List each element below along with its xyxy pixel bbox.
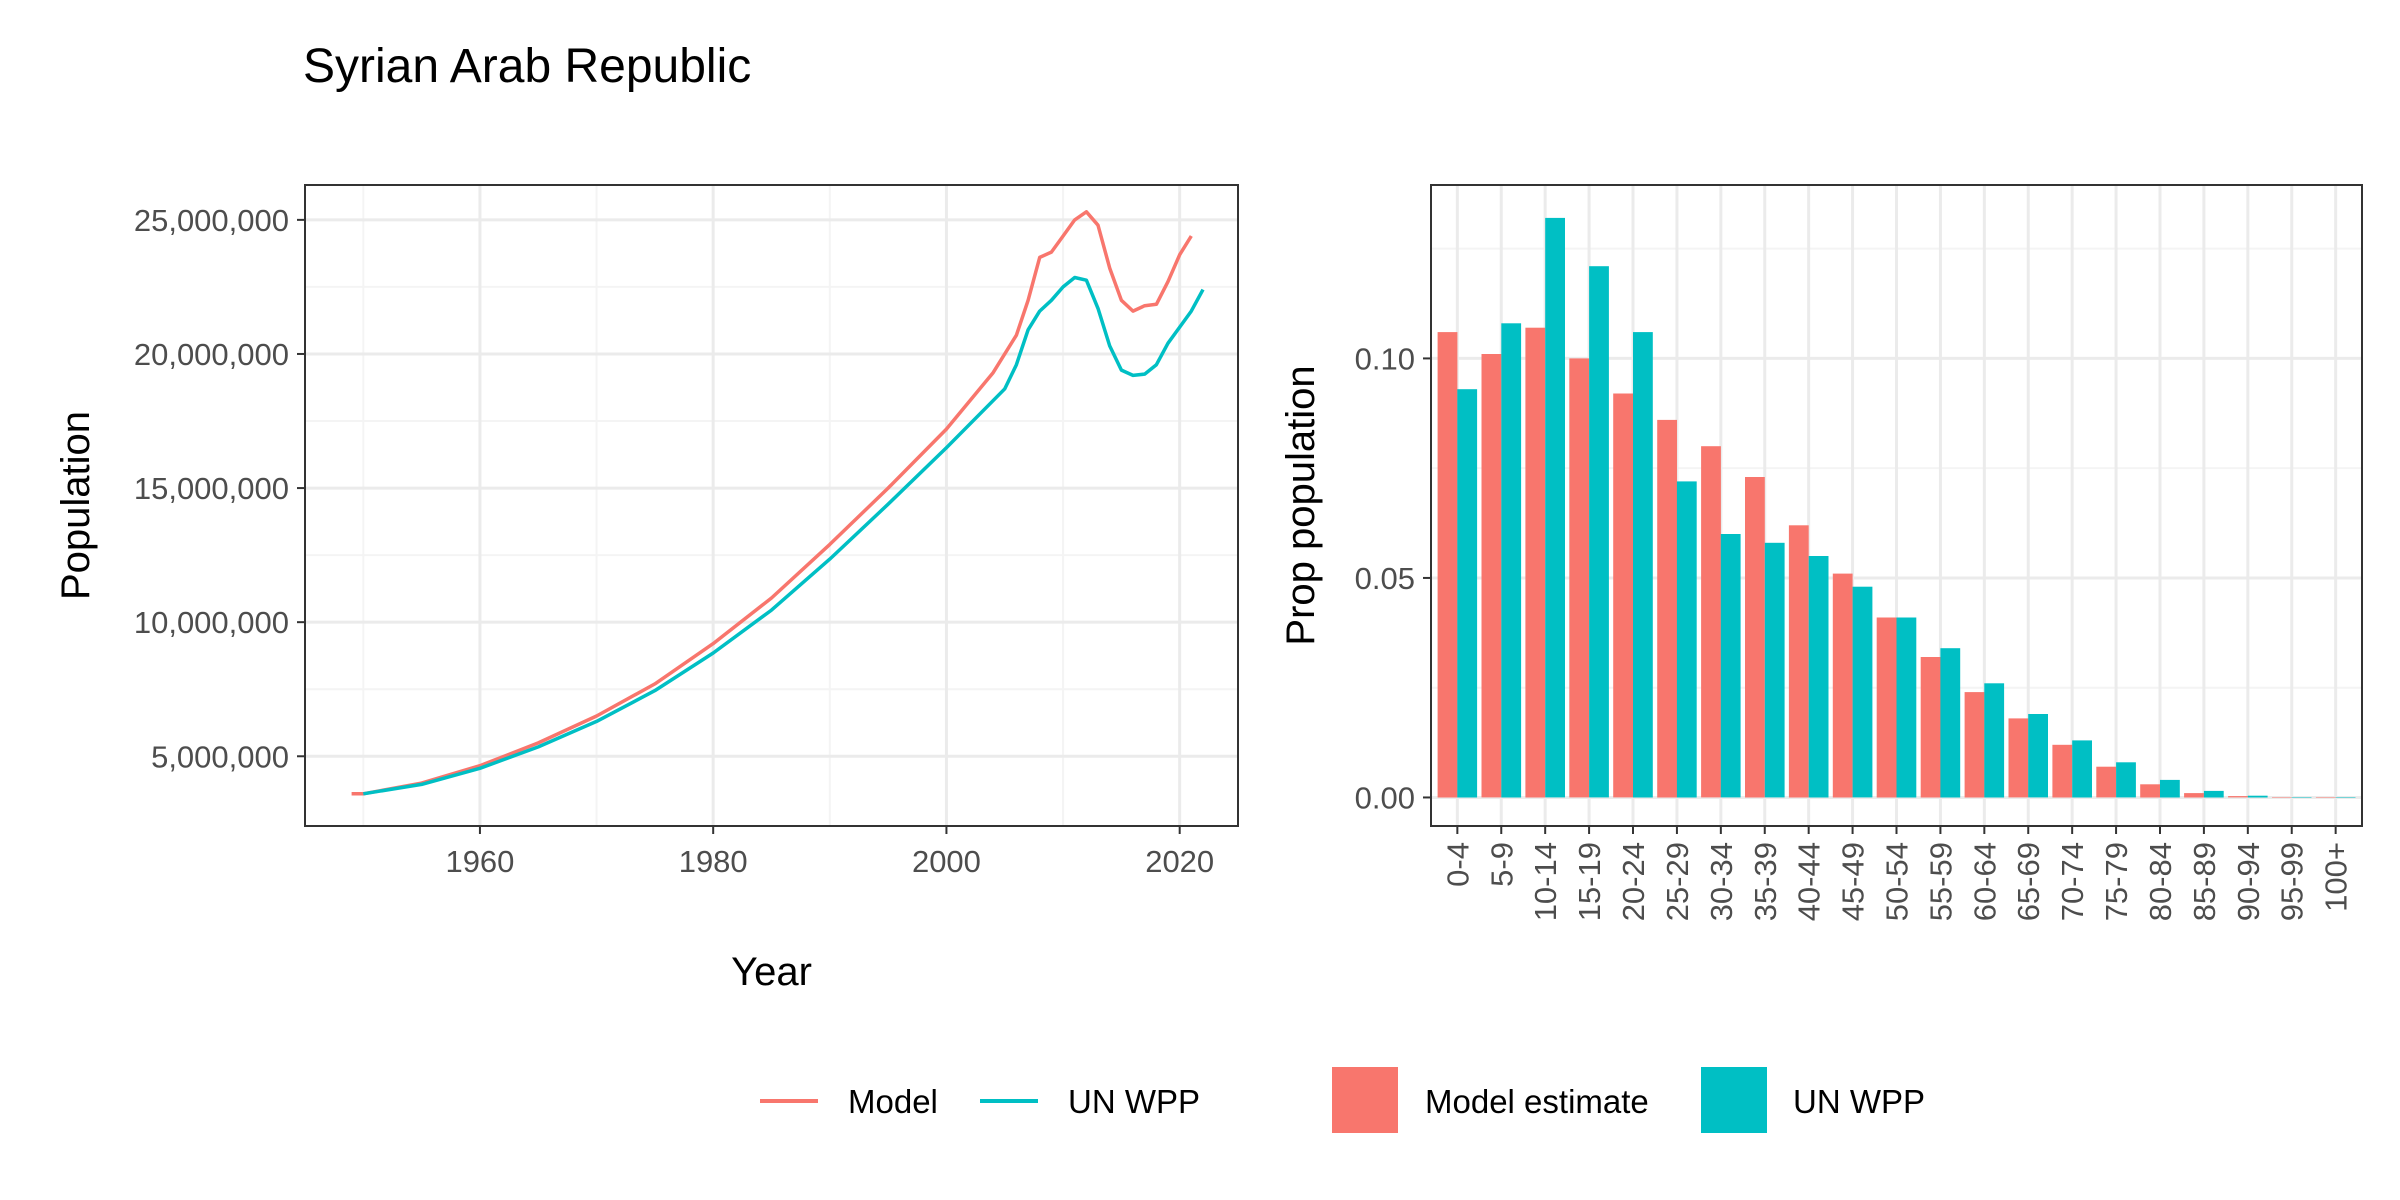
bar-un-wpp-90-94 xyxy=(2247,795,2268,798)
bar-model-estimate-45-49 xyxy=(1832,573,1853,798)
line-y-tick-label: 10,000,000 xyxy=(134,605,289,640)
bar-x-tick-label: 100+ xyxy=(2319,842,2354,912)
bar-model-estimate-85-89 xyxy=(2184,793,2204,798)
line-legend: Model UN WPP xyxy=(760,1083,1200,1120)
bar-model-estimate-65-69 xyxy=(2008,718,2029,798)
bar-panel-axes: 0.00 0.05 0.10 0-4 5-9 10-14 15-19 20-24 25-29 30… xyxy=(1355,341,2354,921)
bar-x-tick-label: 25-29 xyxy=(1660,842,1695,921)
line-y-tick-label: 20,000,000 xyxy=(134,337,289,372)
bar-model-estimate-80-84 xyxy=(2140,784,2160,798)
bar-x-tick-label: 45-49 xyxy=(1836,842,1871,921)
series-line-un-wpp xyxy=(363,275,1205,796)
bar-y-tick-label: 0.00 xyxy=(1355,780,1415,815)
bar-un-wpp-70-74 xyxy=(2072,740,2092,798)
bar-x-tick-label: 70-74 xyxy=(2055,842,2090,921)
bar-model-estimate-15-19 xyxy=(1569,358,1590,798)
bar-un-wpp-80-84 xyxy=(2160,779,2180,798)
bar-model-estimate-90-94 xyxy=(2228,796,2248,798)
line-x-tick-label: 2000 xyxy=(912,844,981,879)
bar-model-estimate-75-79 xyxy=(2096,766,2117,798)
bar-un-wpp-45-49 xyxy=(1852,586,1873,798)
bar-y-tick-label: 0.10 xyxy=(1355,341,1415,376)
line-y-tick-label: 25,000,000 xyxy=(134,203,289,238)
bar-un-wpp-30-34 xyxy=(1720,534,1741,798)
bar-un-wpp-15-19 xyxy=(1589,266,1609,798)
bar-x-tick-label: 40-44 xyxy=(1792,842,1827,921)
bar-un-wpp-35-39 xyxy=(1764,542,1785,798)
bar-model-estimate-5-9 xyxy=(1481,354,1502,798)
bar-legend: Model estimate UN WPP xyxy=(1332,1067,1925,1133)
bar-model-estimate-20-24 xyxy=(1613,393,1633,798)
population-line-chart: 1960 1980 2000 2020 5,000,000 10,000,000 15,00… xyxy=(54,184,1239,994)
bar-x-tick-label: 20-24 xyxy=(1616,842,1651,921)
bar-model-estimate-55-59 xyxy=(1920,657,1941,798)
line-x-tick-label: 1980 xyxy=(679,844,748,879)
line-y-tick-label: 5,000,000 xyxy=(151,739,289,774)
bar-x-tick-label: 50-54 xyxy=(1880,842,1915,921)
bar-x-tick-label: 55-59 xyxy=(1923,842,1958,921)
bar-un-wpp-10-14 xyxy=(1545,217,1565,798)
figure-title: Syrian Arab Republic xyxy=(303,40,751,93)
line-x-tick-label: 1960 xyxy=(445,844,514,879)
bar-un-wpp-0-4 xyxy=(1457,389,1478,798)
bar-model-estimate-0-4 xyxy=(1437,332,1458,798)
bar-x-tick-label: 95-99 xyxy=(2275,842,2310,921)
line-y-tick-label: 15,000,000 xyxy=(134,471,289,506)
bar-x-tick-label: 80-84 xyxy=(2143,842,2178,921)
bar-x-tick-label: 15-19 xyxy=(1572,842,1607,921)
bar-model-estimate-70-74 xyxy=(2052,744,2073,798)
legend-label-unwpp-line: UN WPP xyxy=(1068,1083,1200,1120)
line-x-axis-title: Year xyxy=(731,950,812,994)
bar-un-wpp-20-24 xyxy=(1633,332,1653,798)
bar-un-wpp-95-99 xyxy=(2291,797,2312,798)
bar-x-tick-label: 0-4 xyxy=(1440,842,1475,887)
line-x-tick-label: 2020 xyxy=(1145,844,1214,879)
line-panel-border xyxy=(304,184,1239,827)
line-panel-axes: 1960 1980 2000 2020 5,000,000 10,000,000 15,00… xyxy=(134,203,1214,879)
age-distribution-bar-chart: 0.00 0.05 0.10 0-4 5-9 10-14 15-19 20-24 25-29 30… xyxy=(1279,184,2363,921)
bar-model-estimate-40-44 xyxy=(1788,525,1809,798)
bar-model-estimate-35-39 xyxy=(1745,477,1765,798)
bar-x-tick-label: 5-9 xyxy=(1484,842,1519,887)
bar-model-estimate-25-29 xyxy=(1657,419,1677,798)
bar-un-wpp-40-44 xyxy=(1808,556,1829,798)
bar-model-estimate-100+ xyxy=(2315,797,2336,798)
bar-un-wpp-65-69 xyxy=(2028,714,2048,798)
bar-model-estimate-95-99 xyxy=(2272,797,2292,798)
legend-key-model-estimate xyxy=(1332,1067,1398,1133)
bar-un-wpp-60-64 xyxy=(1984,683,2005,798)
bar-panel-bars xyxy=(1437,217,2356,798)
legend-label-model: Model xyxy=(848,1083,938,1120)
line-y-axis-title: Population xyxy=(54,411,98,600)
series-line-model xyxy=(351,210,1193,796)
bar-x-tick-label: 35-39 xyxy=(1748,842,1783,921)
bar-y-tick-label: 0.05 xyxy=(1355,561,1415,596)
bar-x-tick-label: 30-34 xyxy=(1704,842,1739,921)
bar-un-wpp-75-79 xyxy=(2116,762,2136,798)
bar-model-estimate-30-34 xyxy=(1701,446,1721,798)
bar-x-tick-label: 10-14 xyxy=(1528,842,1563,921)
bar-model-estimate-60-64 xyxy=(1964,692,1985,798)
bar-un-wpp-25-29 xyxy=(1676,481,1697,798)
bar-x-tick-label: 90-94 xyxy=(2231,842,2266,921)
legend-label-unwpp-bar: UN WPP xyxy=(1793,1083,1925,1120)
bar-x-tick-label: 60-64 xyxy=(1967,842,2002,921)
bar-un-wpp-85-89 xyxy=(2203,790,2224,798)
line-panel-series xyxy=(351,210,1205,796)
bar-un-wpp-50-54 xyxy=(1896,617,1917,798)
bar-model-estimate-10-14 xyxy=(1525,327,1546,798)
bar-y-axis-title: Prop population xyxy=(1279,365,1323,645)
bar-model-estimate-50-54 xyxy=(1876,617,1897,798)
bar-x-tick-label: 65-69 xyxy=(2011,842,2046,921)
legend-label-model-estimate: Model estimate xyxy=(1425,1083,1649,1120)
bar-un-wpp-5-9 xyxy=(1501,323,1522,798)
legend-key-unwpp-bar xyxy=(1701,1067,1767,1133)
bar-un-wpp-100+ xyxy=(2335,797,2356,798)
bar-un-wpp-55-59 xyxy=(1940,648,1961,798)
line-panel-grid xyxy=(305,185,1238,826)
bar-x-tick-label: 75-79 xyxy=(2099,842,2134,921)
bar-x-tick-label: 85-89 xyxy=(2187,842,2222,921)
line-panel-background xyxy=(305,185,1238,826)
